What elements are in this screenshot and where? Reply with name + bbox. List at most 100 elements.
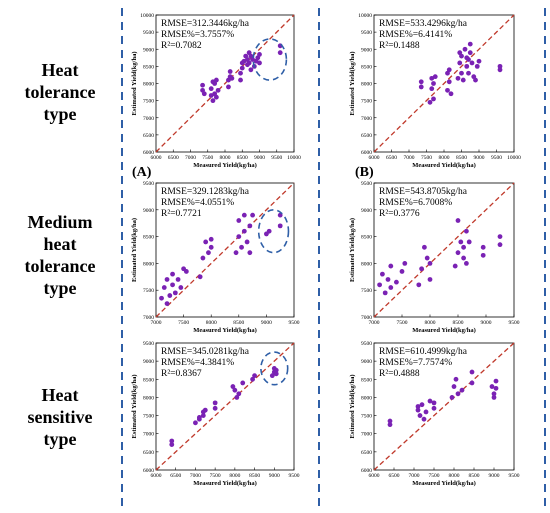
highlight-circle [257,209,290,254]
y-tick-label: 7000 [361,432,372,438]
row-label-line: type [44,429,77,449]
data-point [212,400,218,406]
y-tick-label: 7000 [143,432,154,438]
row-label-line: type [44,278,77,298]
data-point [241,212,247,218]
plot-frame [373,342,515,471]
x-tick-label: 8500 [249,473,260,479]
data-point [453,376,459,382]
data-point [161,285,167,290]
data-point [458,239,464,245]
scatter-panel: 6000 6500 7000 7500 8000 8500 9000 9500 6000 6500… [131,341,300,487]
y-tick-label: 6000 [361,468,372,474]
data-point [466,239,472,245]
data-point [226,84,231,90]
y-tick-label: 7500 [361,99,372,105]
stat-text: RMSE=543.8705kg/ha [379,187,468,197]
x-tick-label: 8500 [237,155,248,161]
data-point [418,79,424,85]
y-tick-label: 9000 [361,208,372,214]
stat-text: R²=0.3776 [379,209,420,219]
y-tick-label: 7000 [361,315,372,321]
row-label-line: tolerance [25,256,96,276]
data-point [469,369,475,375]
stat-text: RMSE=312.3446kg/ha [161,19,250,29]
scatter-panel: 6000 6500 7000 7500 8000 8500 9000 9500 10000 600… [131,13,301,169]
x-tick-label: 7500 [429,473,440,479]
data-point [159,295,164,301]
data-point [466,57,471,62]
data-point [424,255,430,261]
x-axis-label: Measured Yield(kg/ha) [412,327,476,334]
data-point [227,69,233,74]
y-tick-label: 8000 [361,82,372,88]
data-point [196,414,202,420]
y-tick-label: 8000 [361,261,372,267]
data-point [464,63,470,69]
data-point [241,228,247,234]
x-tick-label: 8000 [439,155,450,161]
x-tick-label: 7500 [178,320,189,326]
data-point [250,376,256,382]
panel-letter-b: (B) [355,165,374,180]
stat-text: RMSE%=4.0551% [161,198,234,208]
x-tick-label: 10000 [287,155,301,161]
y-tick-label: 7000 [361,116,372,122]
data-point [461,244,466,250]
x-tick-label: 6500 [389,473,400,479]
data-point [459,387,465,393]
data-point [452,263,458,269]
data-point [201,91,207,97]
x-tick-label: 8000 [220,155,231,161]
data-point [215,87,221,93]
stat-text: RMSE%=6.7008% [379,198,452,208]
data-point [167,293,173,298]
data-point [419,266,424,272]
data-point [247,250,253,256]
data-point [491,395,497,400]
y-tick-label: 9000 [143,359,154,365]
data-point [277,223,283,229]
data-point [248,67,254,73]
x-tick-label: 6000 [151,155,162,161]
data-point [277,50,283,56]
y-tick-label: 9500 [361,30,372,36]
x-tick-label: 6000 [369,155,380,161]
x-tick-label: 8000 [449,473,460,479]
data-point [491,391,497,397]
data-point [448,91,454,97]
one-to-one-line [155,182,295,318]
row-label-line: type [44,104,77,124]
y-tick-label: 9500 [361,341,372,347]
y-tick-label: 7500 [143,99,154,105]
data-point [250,212,256,218]
data-point [172,290,178,296]
x-tick-label: 10000 [507,155,521,161]
data-point [421,416,427,422]
y-axis-label: Estimated Yield(kg/ha) [349,375,356,439]
data-point [476,58,482,64]
y-tick-label: 8500 [143,377,154,383]
data-point [240,380,246,386]
data-point [461,255,466,261]
x-tick-label: 9000 [481,320,492,326]
data-point [200,255,206,261]
data-point [229,75,235,81]
y-tick-label: 8000 [143,261,154,267]
x-tick-label: 9000 [261,320,272,326]
data-point [230,384,236,389]
data-point [380,271,385,277]
highlight-circle [252,38,288,81]
data-point [455,75,461,81]
y-tick-label: 9000 [361,47,372,53]
data-point [462,46,468,52]
x-tick-label: 7000 [190,473,201,479]
y-tick-label: 8500 [361,377,372,383]
row-label-line: heat [44,234,77,254]
data-point [232,387,238,393]
data-point [238,70,243,76]
x-tick-label: 7000 [185,155,196,161]
one-to-one-line [155,14,295,153]
y-tick-label: 8500 [361,64,372,70]
